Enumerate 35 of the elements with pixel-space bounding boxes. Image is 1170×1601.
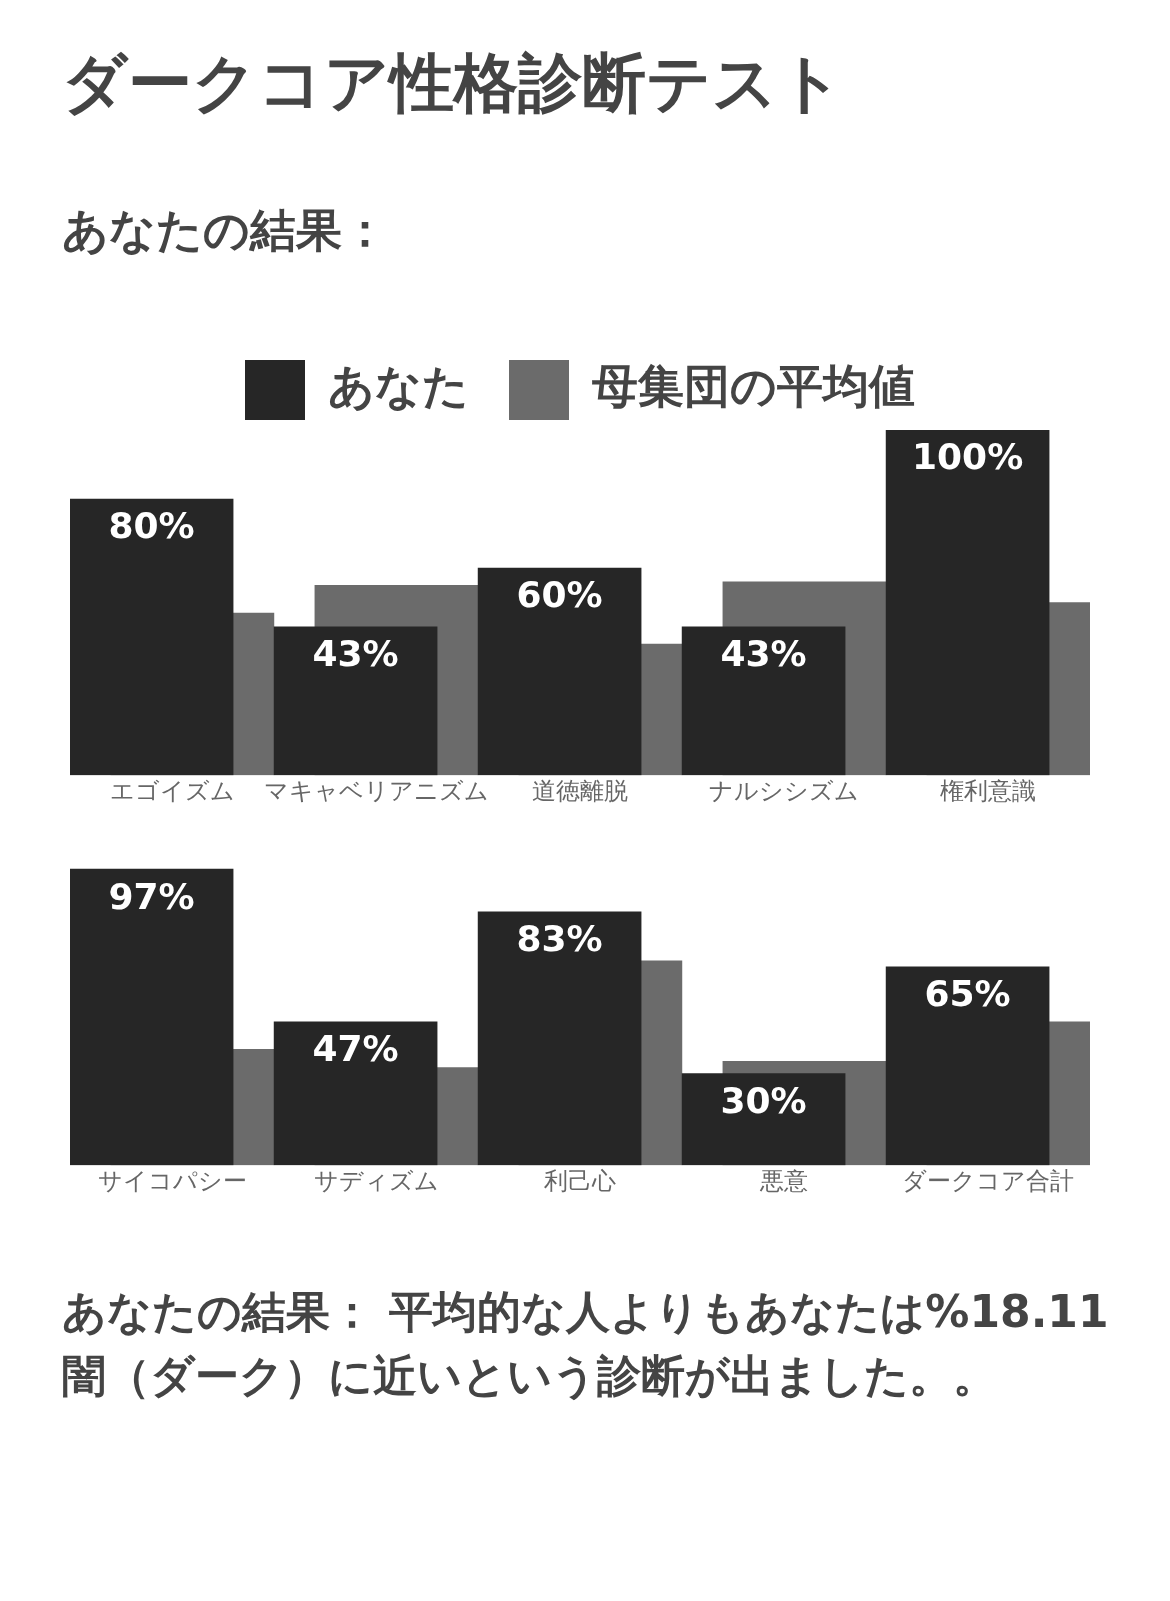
x-tick-label: 利己心 (544, 1166, 616, 1195)
data-label: 60% (516, 574, 603, 616)
x-tick-label: 悪意 (759, 1166, 808, 1195)
bar (477, 911, 642, 1166)
text: あなたの結果： 平均的な人よりもあなたは%18.11闇（ダーク）に近いという診断が出ました。。 (61, 1285, 1110, 1403)
legend-label: 母集団の平均値 (592, 358, 915, 413)
bar (681, 1073, 846, 1166)
bar (70, 868, 234, 1166)
x-tick-label: ダークコア合計 (902, 1166, 1074, 1195)
chart-title: ダークコア性格診断テスト (61, 45, 845, 122)
data-label: 100% (911, 436, 1024, 478)
bar (70, 498, 234, 776)
x-tick-label: サイコパシー (97, 1166, 247, 1195)
data-label: 80% (108, 505, 195, 547)
data-label: 65% (924, 973, 1011, 1015)
data-label: 43% (312, 633, 399, 675)
bar (885, 430, 1050, 776)
x-tick-label: 道徳離脱 (532, 776, 628, 805)
data-label: 97% (108, 875, 195, 917)
bar (885, 966, 1050, 1166)
x-tick-label: ナルシシズム (709, 776, 859, 805)
bar (273, 626, 438, 776)
data-label: 43% (720, 633, 807, 675)
x-tick-label: 権利意識 (940, 776, 1036, 805)
chart-subtitle: あなたの結果： (61, 202, 389, 259)
bar (273, 1021, 438, 1166)
data-label: 47% (312, 1028, 399, 1070)
bar (681, 626, 846, 776)
data-label: 83% (516, 918, 603, 960)
data-label: 30% (720, 1080, 807, 1121)
legend-label: あなた (328, 358, 469, 413)
x-tick-label: サディズム (313, 1166, 439, 1195)
x-tick-label: エゴイズム (109, 776, 235, 805)
bar (477, 567, 642, 776)
x-tick-label: マキャベリアニズム (263, 776, 489, 805)
